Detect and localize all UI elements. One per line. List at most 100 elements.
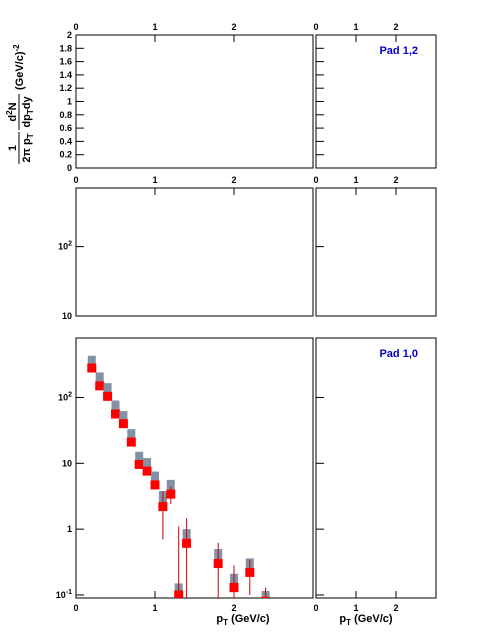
sys-box xyxy=(143,458,152,475)
y-tick-label: 10 xyxy=(62,458,72,468)
pad-label: Pad 1,0 xyxy=(379,348,418,360)
p: (GeV/c) xyxy=(14,51,26,90)
marker xyxy=(213,559,223,569)
y-tick-label: 0.2 xyxy=(59,150,72,160)
data xyxy=(87,355,271,598)
frame xyxy=(75,34,314,169)
tick-exponent: 2 xyxy=(68,391,72,398)
marker xyxy=(103,391,113,401)
y-tick-label: 1.4 xyxy=(59,70,72,80)
pad: 0 1 2 Pad 1,2 xyxy=(313,22,437,169)
frame xyxy=(315,187,437,317)
x-tick-label: 1 xyxy=(353,603,358,613)
pad: 0 1 2 xyxy=(313,175,437,317)
p: d xyxy=(7,115,19,122)
s: T xyxy=(26,133,35,138)
frame xyxy=(315,337,437,599)
x-tick-label: 2 xyxy=(393,175,398,185)
s: 2 xyxy=(5,110,14,115)
s: -2 xyxy=(12,44,21,52)
title-part: (GeV/c) xyxy=(228,613,270,625)
title-part: p xyxy=(216,613,223,625)
y-tick-label: 0.4 xyxy=(59,136,72,146)
x-tick-label: 0 xyxy=(313,603,318,613)
y-tick-label: 1.8 xyxy=(59,43,72,53)
y-tick-label: 1 xyxy=(67,524,72,534)
title-part: 1 xyxy=(7,145,19,151)
x-tick-label: 2 xyxy=(393,603,398,613)
title-sub: T xyxy=(346,618,351,627)
x-axis-title: pT (GeV/c) xyxy=(339,613,393,627)
p: dy xyxy=(21,96,33,110)
tick-base: 10 xyxy=(56,590,66,600)
marker xyxy=(111,409,120,419)
p: dp xyxy=(21,114,33,128)
title-part: (GeV/c) xyxy=(351,613,393,625)
sys-box xyxy=(95,372,104,389)
x-tick-label: 0 xyxy=(73,175,78,185)
marker xyxy=(182,538,192,548)
tick-exponent: -1 xyxy=(66,589,72,596)
y-tick-label: 1.2 xyxy=(59,83,72,93)
pad-label: Pad 1,2 xyxy=(379,45,418,57)
y-tick-label: 2 xyxy=(67,30,72,40)
p: 2π p xyxy=(21,138,33,163)
x-tick-label: 2 xyxy=(231,22,236,32)
x-tick-label: 0 xyxy=(73,603,78,613)
pad: 0 1 200.20.40.60.811.21.41.61.82 xyxy=(59,22,314,173)
x-tick-label: 2 xyxy=(231,175,236,185)
sys-box xyxy=(87,355,96,372)
y-tick-label: 0.6 xyxy=(59,123,72,133)
x-tick-label: 1 xyxy=(152,603,157,613)
sys-box xyxy=(111,400,120,418)
marker xyxy=(95,381,105,391)
y-tick-label: 1 xyxy=(67,97,72,107)
frame xyxy=(75,337,314,599)
marker xyxy=(245,567,255,577)
tick-base: 10 xyxy=(58,392,68,402)
sys-box xyxy=(127,429,136,445)
title-sub: T xyxy=(223,618,228,627)
y-tick-label: 10-1 xyxy=(56,589,72,600)
y-tick-label: 1.6 xyxy=(59,57,72,67)
marker xyxy=(118,419,128,429)
x-tick-label: 1 xyxy=(152,22,157,32)
y-tick-label: 10 xyxy=(62,311,72,321)
marker xyxy=(126,437,136,447)
title-part: (GeV/c)-2 xyxy=(12,44,26,90)
marker xyxy=(261,596,271,598)
frame xyxy=(315,34,437,169)
p: N xyxy=(7,102,19,110)
x-tick-label: 1 xyxy=(353,22,358,32)
pad: 0 1 2 Pad 1,0 pT (GeV/c) xyxy=(313,337,437,627)
title-part: p xyxy=(339,613,346,625)
x-tick-label: 0 xyxy=(73,22,78,32)
title-part: 2π pT xyxy=(21,133,35,162)
marker xyxy=(158,502,168,512)
y-tick-label: 102 xyxy=(58,391,72,402)
marker xyxy=(134,459,144,469)
tick-exponent: 2 xyxy=(68,241,72,248)
x-tick-label: 1 xyxy=(353,175,358,185)
x-tick-label: 0 xyxy=(313,175,318,185)
y-tick-label: 0 xyxy=(67,163,72,173)
marker xyxy=(229,582,239,592)
marker xyxy=(166,489,176,499)
sys-box xyxy=(151,471,159,489)
sys-box xyxy=(119,411,128,427)
marker xyxy=(87,363,97,373)
x-tick-label: 2 xyxy=(231,603,236,613)
x-tick-label: 0 xyxy=(313,22,318,32)
y-tick-label: 102 xyxy=(58,241,72,252)
s: T xyxy=(26,109,35,114)
frame xyxy=(75,187,314,317)
x-axis-title: pT (GeV/c) xyxy=(216,613,270,627)
marker xyxy=(142,466,152,476)
y-tick-label: 0.8 xyxy=(59,110,72,120)
sys-box xyxy=(135,451,144,468)
